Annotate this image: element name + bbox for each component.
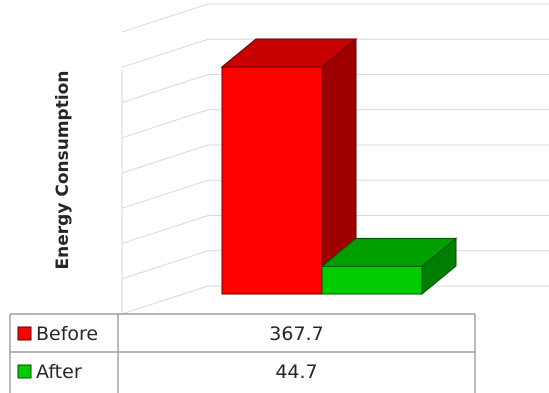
- gridlines: [121, 3, 549, 315]
- gridline: [121, 3, 549, 33]
- data-value: 44.7: [275, 361, 317, 383]
- gridline: [121, 74, 549, 103]
- gridline: [121, 215, 549, 244]
- bar-front-face: [221, 66, 323, 295]
- legend-swatch: [17, 364, 32, 379]
- gridline: [121, 38, 549, 68]
- y-axis-label: Energy Consumption: [53, 71, 73, 270]
- data-table: Before 367.7 After 44.7: [9, 313, 476, 393]
- table-row: Before 367.7: [17, 323, 324, 345]
- bar-front-face: [321, 265, 423, 295]
- table-row: After 44.7: [17, 361, 318, 383]
- gridline: [121, 285, 549, 315]
- bar-before: [220, 37, 358, 296]
- gridline: [121, 179, 549, 209]
- legend-swatch: [17, 326, 32, 341]
- table-grid: [9, 313, 476, 393]
- gridline: [121, 144, 549, 174]
- data-value: 367.7: [269, 323, 323, 345]
- gridline: [121, 109, 549, 139]
- series-name: After: [36, 361, 82, 383]
- bars: [220, 37, 458, 296]
- series-name: Before: [36, 323, 98, 345]
- bar-after: [320, 237, 458, 296]
